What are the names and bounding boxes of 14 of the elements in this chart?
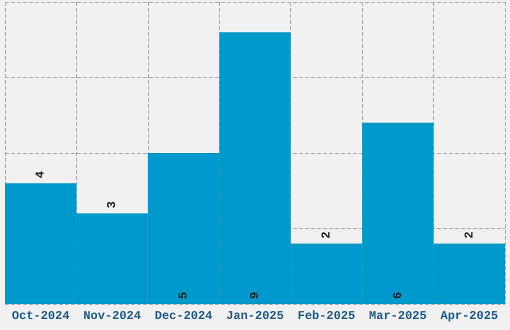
data-label: 3 [105,201,120,208]
data-label: 5 [176,292,191,299]
x-tick-label: Jan-2025 [226,309,284,323]
data-label: 6 [390,292,405,299]
x-tick-label: Feb-2025 [298,309,356,323]
x-tick-label: Oct-2024 [12,309,70,323]
x-tick-label: Dec-2024 [154,309,212,323]
data-label: 9 [248,292,262,299]
data-label: 4 [34,170,48,178]
x-tick-label: Apr-2025 [440,309,498,323]
data-label: 2 [462,231,476,239]
x-tick-label: Nov-2024 [83,309,141,323]
x-tick-label: Mar-2025 [369,309,427,323]
data-label: 2 [319,231,334,239]
